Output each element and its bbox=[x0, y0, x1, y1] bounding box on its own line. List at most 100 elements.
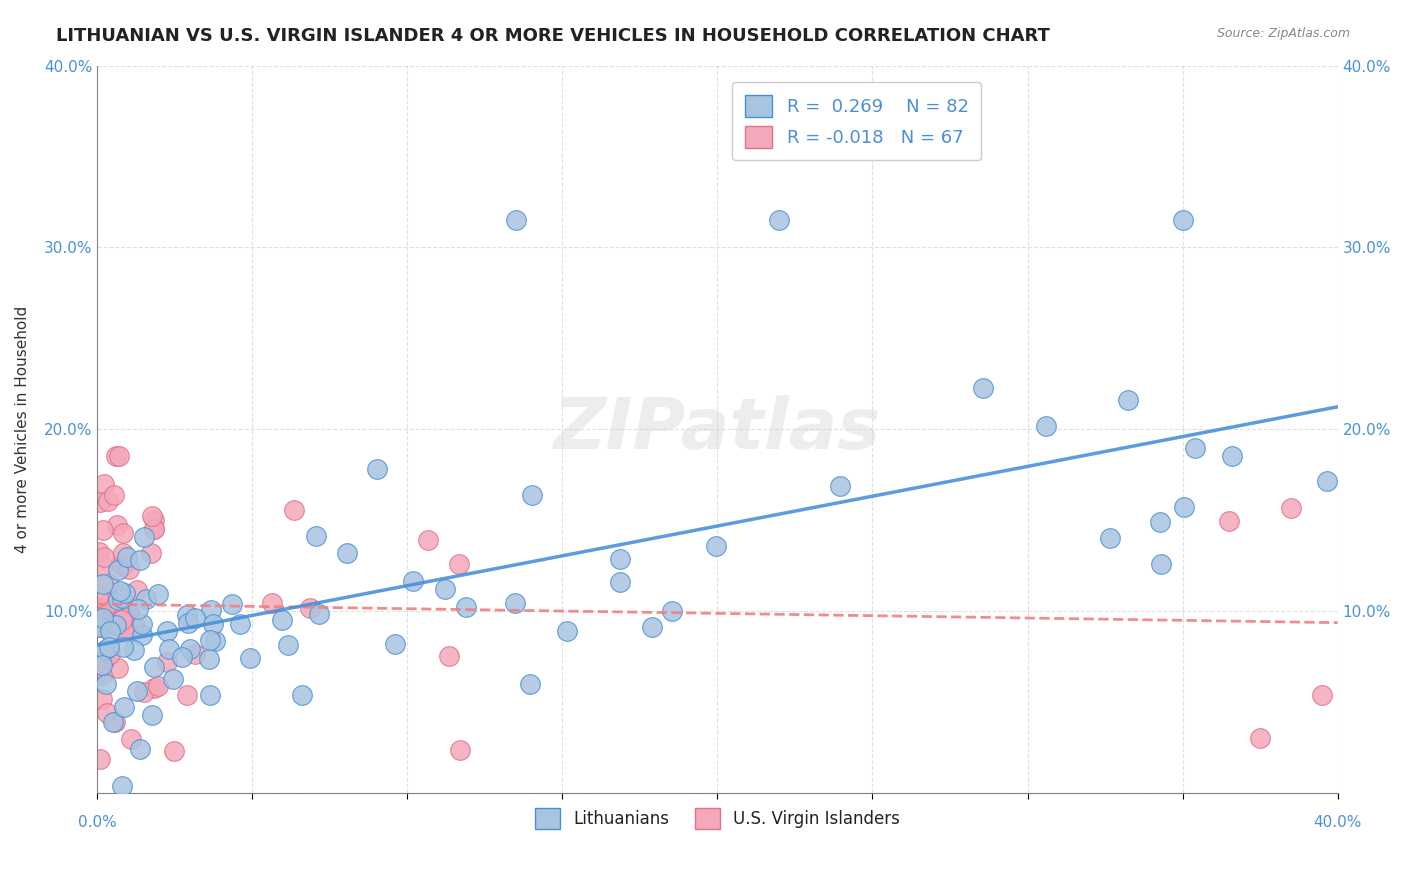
Text: 0.0%: 0.0% bbox=[77, 815, 117, 830]
Point bbox=[96, 706, 118, 720]
Point bbox=[90, 658, 112, 673]
Point bbox=[131, 617, 153, 632]
Point bbox=[129, 742, 152, 756]
Point bbox=[308, 607, 330, 622]
Point bbox=[86, 665, 108, 680]
Point bbox=[97, 640, 120, 655]
Point bbox=[87, 590, 110, 604]
Point bbox=[239, 651, 262, 665]
Point bbox=[104, 617, 127, 632]
Point bbox=[176, 608, 198, 623]
Point bbox=[97, 494, 120, 508]
Point bbox=[91, 668, 114, 682]
Point bbox=[93, 643, 115, 657]
Point bbox=[91, 523, 114, 537]
Point bbox=[111, 779, 134, 793]
Point bbox=[505, 213, 527, 227]
Point bbox=[200, 602, 222, 616]
Point bbox=[86, 620, 108, 634]
Point bbox=[1184, 442, 1206, 456]
Point bbox=[97, 596, 120, 610]
Point bbox=[229, 617, 252, 632]
Point bbox=[179, 642, 201, 657]
Point bbox=[141, 546, 163, 560]
Point bbox=[103, 714, 125, 729]
Point bbox=[110, 583, 132, 598]
Point bbox=[271, 613, 294, 627]
Point bbox=[972, 381, 994, 395]
Point bbox=[89, 495, 111, 509]
Point bbox=[1149, 516, 1171, 530]
Point bbox=[115, 550, 138, 565]
Point bbox=[520, 488, 543, 502]
Point bbox=[132, 530, 155, 544]
Point bbox=[291, 688, 314, 702]
Point bbox=[555, 624, 578, 639]
Point bbox=[200, 688, 222, 702]
Legend: Lithuanians, U.S. Virgin Islanders: Lithuanians, U.S. Virgin Islanders bbox=[529, 802, 907, 835]
Point bbox=[112, 610, 135, 624]
Point bbox=[142, 659, 165, 673]
Point bbox=[519, 676, 541, 690]
Point bbox=[305, 529, 328, 543]
Point bbox=[1279, 500, 1302, 515]
Point bbox=[449, 557, 471, 571]
Point bbox=[90, 558, 112, 573]
Point bbox=[202, 616, 225, 631]
Point bbox=[89, 544, 111, 558]
Point bbox=[143, 522, 166, 536]
Point bbox=[176, 688, 198, 702]
Point bbox=[112, 604, 135, 618]
Point bbox=[609, 552, 631, 566]
Point bbox=[125, 683, 148, 698]
Point bbox=[1218, 514, 1240, 528]
Point bbox=[90, 691, 112, 706]
Point bbox=[93, 476, 115, 491]
Text: 40.0%: 40.0% bbox=[1313, 815, 1362, 830]
Point bbox=[148, 587, 170, 601]
Point bbox=[1310, 688, 1333, 702]
Point bbox=[1150, 557, 1173, 571]
Point bbox=[107, 563, 129, 577]
Point bbox=[89, 752, 111, 766]
Point bbox=[103, 488, 125, 502]
Point bbox=[830, 479, 852, 493]
Point bbox=[131, 628, 153, 642]
Point bbox=[1220, 449, 1243, 463]
Point bbox=[89, 620, 111, 634]
Point bbox=[118, 562, 141, 576]
Point bbox=[96, 576, 118, 591]
Point bbox=[114, 586, 136, 600]
Y-axis label: 4 or more Vehicles in Household: 4 or more Vehicles in Household bbox=[15, 305, 30, 553]
Point bbox=[768, 213, 790, 227]
Point bbox=[127, 602, 149, 616]
Point bbox=[177, 616, 200, 631]
Point bbox=[111, 613, 134, 627]
Point bbox=[143, 522, 166, 536]
Point bbox=[107, 661, 129, 675]
Point bbox=[1099, 531, 1122, 545]
Point bbox=[142, 681, 165, 696]
Point bbox=[148, 679, 170, 693]
Point bbox=[505, 596, 527, 610]
Point bbox=[283, 503, 305, 517]
Point bbox=[98, 624, 121, 638]
Point bbox=[125, 582, 148, 597]
Point bbox=[104, 450, 127, 464]
Point bbox=[91, 611, 114, 625]
Point bbox=[93, 616, 115, 631]
Point bbox=[94, 677, 117, 691]
Point bbox=[115, 622, 138, 636]
Point bbox=[142, 513, 165, 527]
Point bbox=[111, 591, 134, 606]
Point bbox=[298, 601, 321, 615]
Point bbox=[197, 651, 219, 665]
Point bbox=[141, 708, 163, 723]
Point bbox=[124, 643, 146, 657]
Point bbox=[135, 591, 157, 606]
Point bbox=[204, 633, 226, 648]
Point bbox=[112, 625, 135, 640]
Point bbox=[93, 550, 115, 565]
Point bbox=[91, 577, 114, 591]
Point bbox=[262, 597, 284, 611]
